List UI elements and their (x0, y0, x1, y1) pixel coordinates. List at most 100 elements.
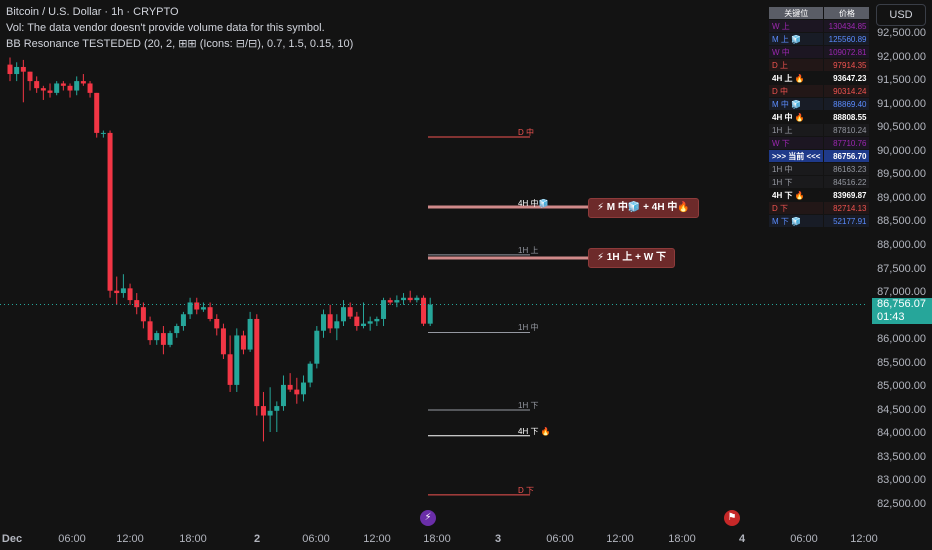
level-price: 93647.23 (823, 71, 871, 85)
table-row: 1H 下 84516.22 (767, 175, 871, 189)
candle-body (341, 307, 346, 322)
time-tick-label: 12:00 (116, 533, 144, 545)
time-tick-label: 06:00 (546, 533, 574, 545)
candle-body (107, 132, 113, 291)
candle-body (134, 300, 140, 308)
candle-body (381, 300, 387, 319)
level-key: M 中 🧊 (767, 97, 825, 111)
candle-body (294, 389, 300, 395)
price-tick-label: 84,000.00 (877, 427, 926, 440)
candle-body (47, 90, 53, 93)
candle-body (140, 307, 146, 322)
candle-body (220, 328, 226, 355)
level-price: 130434.85 (823, 19, 871, 33)
candle-body (20, 66, 26, 72)
level-price: 82714.13 (823, 201, 871, 215)
time-tick-label: Dec (1, 533, 23, 545)
key-levels-table: 关键位 价格 W 上 130434.85 M 上 🧊 125560.89 W 中 1090… (767, 6, 871, 228)
price-tick-label: 86,000.00 (877, 333, 926, 346)
time-tick-label: 18:00 (668, 533, 696, 545)
candle-body (307, 363, 313, 383)
price-tick-label: 92,500.00 (877, 27, 926, 39)
us-flag-event-icon[interactable]: ⚑ (724, 510, 740, 526)
candle-body (354, 316, 360, 327)
level-lines (428, 136, 530, 496)
level-price: 86756.70 (823, 149, 871, 163)
level-price: 86163.23 (823, 162, 871, 176)
price-tick-label: 89,500.00 (877, 168, 926, 181)
candle-body (347, 307, 353, 317)
current-price-value: 86,756.07 (877, 298, 926, 310)
level-label: 1H 中 (518, 323, 539, 333)
price-tick-label: 83,500.00 (877, 450, 926, 463)
table-row: 4H 下 🔥 83969.87 (767, 188, 871, 202)
candle-body (394, 300, 400, 303)
level-price: 90314.24 (823, 84, 871, 98)
price-tick-label: 89,000.00 (877, 191, 926, 204)
time-tick-label: 06:00 (58, 533, 86, 545)
table-row: 4H 中 🔥 88808.55 (767, 110, 871, 124)
candle-body (120, 288, 126, 294)
currency-button[interactable]: USD (876, 4, 926, 26)
volume-note: Vol: The data vendor doesn't provide vol… (6, 22, 325, 34)
candle-body (274, 406, 280, 411)
time-tick-label: 3 (494, 533, 502, 545)
candle-body (27, 71, 33, 82)
candle-body (147, 321, 153, 341)
level-price: 88808.55 (823, 110, 871, 124)
level-label: 1H 下 (518, 401, 539, 411)
candle-body (367, 321, 373, 324)
table-row: 1H 中 86163.23 (767, 162, 871, 176)
indicator-title[interactable]: BB Resonance TESTEDED (20, 2, ⊞⊞ (Icons:… (6, 38, 354, 50)
lightning-event-icon[interactable]: ⚡ (420, 510, 436, 526)
candle-body (374, 318, 380, 322)
resonance-tag-upper: ⚡ M 中🧊 + 4H 中🔥 (588, 198, 699, 218)
level-key: D 上 (767, 58, 825, 72)
candle-body (421, 297, 427, 324)
level-key: 1H 上 (767, 123, 825, 137)
candle-body (227, 354, 233, 385)
level-key: D 中 (767, 84, 825, 98)
candle-body (114, 290, 120, 294)
time-tick-label: 12:00 (363, 533, 391, 545)
level-key: 4H 下 🔥 (767, 188, 825, 202)
level-label: D 下 (518, 485, 534, 495)
symbol-title[interactable]: Bitcoin / U.S. Dollar · 1h · CRYPTO (6, 6, 179, 18)
time-tick-label: 2 (253, 533, 261, 545)
price-tick-label: 88,000.00 (877, 238, 926, 251)
table-row: 4H 上 🔥 93647.23 (767, 71, 871, 85)
candle-body (200, 307, 206, 310)
candle-body (127, 288, 133, 301)
candle-body (334, 321, 340, 329)
table-row: W 中 109072.81 (767, 45, 871, 59)
level-label: D 中 (518, 127, 534, 137)
price-tick-label: 91,500.00 (877, 74, 926, 87)
level-key: W 上 (767, 19, 825, 33)
candle-body (60, 83, 66, 86)
level-key: W 中 (767, 45, 825, 59)
bar-countdown: 01:43 (877, 311, 905, 323)
level-label: 4H 中🧊 (518, 198, 549, 208)
table-header-key: 关键位 (767, 6, 825, 20)
level-key: 4H 上 🔥 (767, 71, 825, 85)
level-label: 4H 下 🔥 (518, 426, 551, 436)
price-tick-label: 90,000.00 (877, 144, 926, 157)
table-header-price: 价格 (823, 6, 871, 20)
level-price: 125560.89 (823, 32, 871, 46)
current-price-badge: 86,756.07 01:43 (872, 298, 932, 324)
candle-body (240, 335, 246, 350)
price-tick-label: 82,500.00 (877, 498, 926, 510)
price-tick-label: 87,500.00 (877, 262, 926, 275)
level-key: W 下 (767, 136, 825, 150)
candle-body (174, 326, 180, 334)
level-key: 4H 中 🔥 (767, 110, 825, 124)
candle-body (254, 318, 260, 407)
candle-body (7, 64, 13, 75)
level-price: 52177.91 (823, 214, 871, 228)
candle-body (401, 297, 407, 301)
candle-body (361, 323, 367, 327)
level-price: 87710.76 (823, 136, 871, 150)
chart-legend: Bitcoin / U.S. Dollar · 1h · CRYPTO Vol:… (6, 4, 353, 52)
candle-body (74, 81, 80, 91)
